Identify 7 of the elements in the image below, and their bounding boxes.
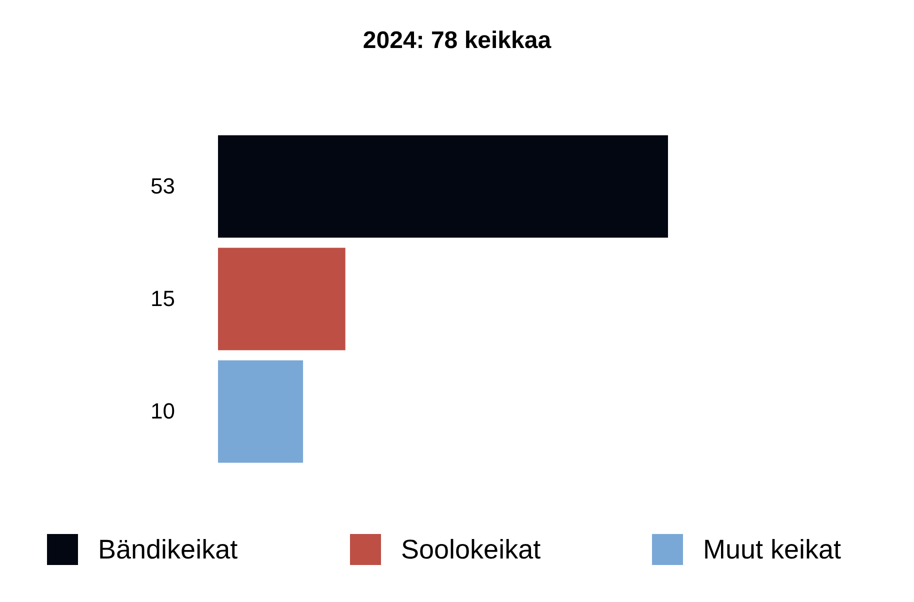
legend-label: Bändikeikat [98,534,238,564]
legend-label: Muut keikat [703,534,842,564]
chart-title: 2024: 78 keikkaa [362,27,552,54]
legend-label: Soolokeikat [401,534,542,564]
y-tick-label: 10 [150,398,175,424]
y-tick-label: 15 [150,286,175,312]
y-tick-label: 53 [150,174,175,198]
